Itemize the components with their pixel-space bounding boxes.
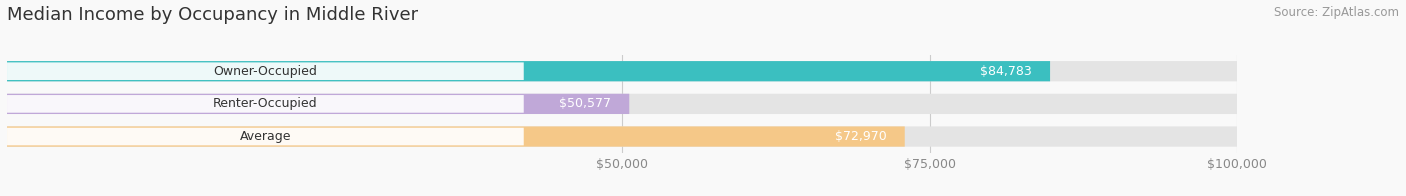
FancyBboxPatch shape [7,62,524,80]
FancyBboxPatch shape [7,126,1237,147]
FancyBboxPatch shape [7,128,524,145]
FancyBboxPatch shape [7,126,904,147]
Text: Renter-Occupied: Renter-Occupied [214,97,318,110]
FancyBboxPatch shape [7,94,630,114]
FancyBboxPatch shape [7,95,524,113]
Text: Owner-Occupied: Owner-Occupied [214,65,318,78]
Text: $72,970: $72,970 [835,130,886,143]
Text: Source: ZipAtlas.com: Source: ZipAtlas.com [1274,6,1399,19]
Text: Median Income by Occupancy in Middle River: Median Income by Occupancy in Middle Riv… [7,6,418,24]
Text: $50,577: $50,577 [558,97,610,110]
Text: $84,783: $84,783 [980,65,1032,78]
FancyBboxPatch shape [7,61,1050,81]
FancyBboxPatch shape [7,94,1237,114]
FancyBboxPatch shape [7,61,1237,81]
Text: Average: Average [239,130,291,143]
